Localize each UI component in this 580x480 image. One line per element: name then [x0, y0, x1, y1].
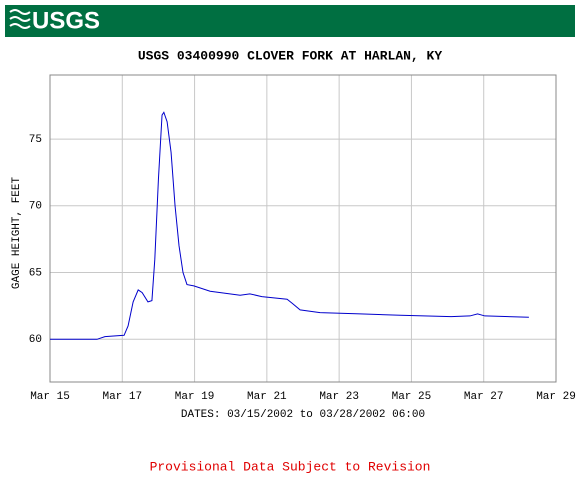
y-axis-label: GAGE HEIGHT, FEET	[11, 176, 23, 289]
x-tick-label: Mar 25	[392, 391, 432, 403]
y-tick-label: 60	[29, 334, 42, 346]
x-tick-label: Mar 23	[319, 391, 359, 403]
x-tick-label: Mar 27	[464, 391, 504, 403]
y-tick-label: 75	[29, 134, 42, 146]
footer-note: Provisional Data Subject to Revision	[150, 459, 431, 474]
logo-icon	[9, 9, 31, 29]
x-tick-label: Mar 21	[247, 391, 287, 403]
x-tick-label: Mar 17	[102, 391, 142, 403]
data-line	[50, 111, 529, 340]
chart-title: USGS 03400990 CLOVER FORK AT HARLAN, KY	[138, 48, 442, 63]
x-tick-label: Mar 29	[536, 391, 576, 403]
banner	[5, 5, 575, 37]
x-tick-label: Mar 19	[175, 391, 215, 403]
x-tick-label: Mar 15	[30, 391, 70, 403]
logo: USGS	[32, 7, 100, 34]
x-axis-label: DATES: 03/15/2002 to 03/28/2002 06:00	[181, 409, 425, 421]
plot-frame	[49, 74, 557, 383]
y-tick-label: 65	[29, 267, 42, 279]
y-tick-label: 70	[29, 201, 42, 213]
